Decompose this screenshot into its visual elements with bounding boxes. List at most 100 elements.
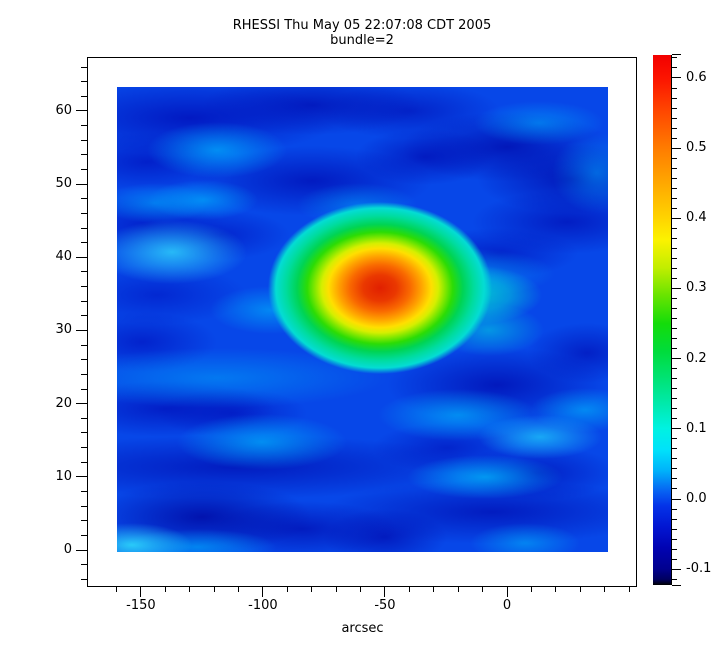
y-tick-label: 20 xyxy=(55,395,72,411)
y-tick-label: 40 xyxy=(55,249,72,265)
colorbar-minor-tick xyxy=(672,488,677,490)
colorbar-minor-tick xyxy=(672,197,677,199)
colorbar-minor-tick xyxy=(672,448,677,450)
y-minor-tick xyxy=(81,154,87,156)
y-minor-tick xyxy=(81,286,87,288)
y-minor-tick xyxy=(81,315,87,317)
colorbar-minor-tick xyxy=(672,117,677,119)
y-minor-tick xyxy=(81,417,87,419)
colorbar-minor-tick xyxy=(672,518,677,520)
x-minor-tick xyxy=(408,587,410,592)
colorbar-minor-tick xyxy=(672,548,677,550)
colorbar-minor-tick xyxy=(672,187,677,189)
y-major-tick xyxy=(76,403,87,405)
x-axis-label: arcsec xyxy=(341,621,384,636)
colorbar-minor-tick xyxy=(672,267,677,269)
colorbar-minor-tick xyxy=(672,338,677,340)
axes-frame xyxy=(87,57,637,587)
y-minor-tick xyxy=(81,300,87,302)
x-tick-label: 0 xyxy=(502,598,512,613)
y-minor-tick xyxy=(81,81,87,83)
title-line-1: RHESSI Thu May 05 22:07:08 CDT 2005 xyxy=(232,18,492,33)
y-minor-tick xyxy=(81,520,87,522)
colorbar-minor-tick xyxy=(672,257,677,259)
x-minor-tick xyxy=(555,587,557,592)
colorbar-minor-tick xyxy=(672,508,677,510)
y-minor-tick xyxy=(81,578,87,580)
y-minor-tick xyxy=(81,242,87,244)
colorbar-major-tick xyxy=(672,147,681,149)
y-minor-tick xyxy=(81,388,87,390)
y-minor-tick xyxy=(81,212,87,214)
colorbar-minor-tick xyxy=(672,167,677,169)
y-minor-tick xyxy=(81,490,87,492)
heatmap-image xyxy=(117,87,608,552)
x-minor-tick xyxy=(189,587,191,592)
x-tick-label: -150 xyxy=(126,598,156,613)
colorbar-minor-tick xyxy=(672,318,677,320)
colorbar-minor-tick xyxy=(672,57,677,59)
colorbar-minor-tick xyxy=(672,348,677,350)
colorbar-minor-tick xyxy=(672,308,677,310)
colorbar-tick-label: 0.3 xyxy=(686,280,707,296)
colorbar-gradient xyxy=(653,55,671,585)
colorbar-minor-tick xyxy=(672,137,677,139)
y-minor-tick xyxy=(81,139,87,141)
colorbar-minor-tick xyxy=(672,247,677,249)
y-minor-tick xyxy=(81,505,87,507)
colorbar-minor-tick xyxy=(672,207,677,209)
colorbar-minor-tick xyxy=(672,277,677,279)
y-major-tick xyxy=(76,329,87,331)
colorbar-major-tick xyxy=(672,358,681,360)
colorbar-tick-label: 0.1 xyxy=(686,420,707,436)
y-minor-tick xyxy=(81,344,87,346)
y-minor-tick xyxy=(81,461,87,463)
x-minor-tick xyxy=(433,587,435,592)
y-tick-label: 60 xyxy=(55,102,72,118)
colorbar-tick-label: 0.5 xyxy=(686,140,707,156)
colorbar-minor-tick xyxy=(672,418,677,420)
y-minor-tick xyxy=(81,227,87,229)
y-minor-tick xyxy=(81,373,87,375)
colorbar-major-tick xyxy=(672,568,681,570)
x-major-tick xyxy=(384,587,386,597)
colorbar-minor-tick xyxy=(672,388,677,390)
x-major-tick xyxy=(262,587,264,597)
y-major-tick xyxy=(76,256,87,258)
y-minor-tick xyxy=(81,198,87,200)
colorbar-end-tick xyxy=(672,584,681,586)
colorbar-end-tick xyxy=(672,54,681,56)
colorbar-minor-tick xyxy=(672,177,677,179)
colorbar-minor-tick xyxy=(672,538,677,540)
x-major-tick xyxy=(506,587,508,597)
y-major-tick xyxy=(76,110,87,112)
x-minor-tick xyxy=(457,587,459,592)
y-major-tick xyxy=(76,549,87,551)
colorbar-minor-tick xyxy=(672,157,677,159)
x-major-tick xyxy=(140,587,142,597)
y-minor-tick xyxy=(81,534,87,536)
colorbar-minor-tick xyxy=(672,127,677,129)
colorbar-minor-tick xyxy=(672,97,677,99)
colorbar-minor-tick xyxy=(672,107,677,109)
colorbar-minor-tick xyxy=(672,298,677,299)
x-minor-tick xyxy=(311,587,313,592)
colorbar-minor-tick xyxy=(672,227,677,229)
y-minor-tick xyxy=(81,169,87,171)
colorbar-minor-tick xyxy=(672,378,677,380)
y-major-tick xyxy=(76,476,87,478)
x-minor-tick xyxy=(604,587,606,592)
x-tick-label: -50 xyxy=(374,598,396,613)
x-minor-tick xyxy=(360,587,362,592)
x-minor-tick xyxy=(116,587,118,592)
colorbar-minor-tick xyxy=(672,408,677,410)
colorbar-minor-tick xyxy=(672,328,677,330)
y-minor-tick xyxy=(81,447,87,449)
colorbar-major-tick xyxy=(672,217,681,219)
y-minor-tick xyxy=(81,66,87,68)
y-tick-label: 50 xyxy=(55,176,72,192)
colorbar-tick-label: 0.2 xyxy=(686,350,707,366)
colorbar-minor-tick xyxy=(672,67,677,69)
x-tick-label: -100 xyxy=(248,598,278,613)
